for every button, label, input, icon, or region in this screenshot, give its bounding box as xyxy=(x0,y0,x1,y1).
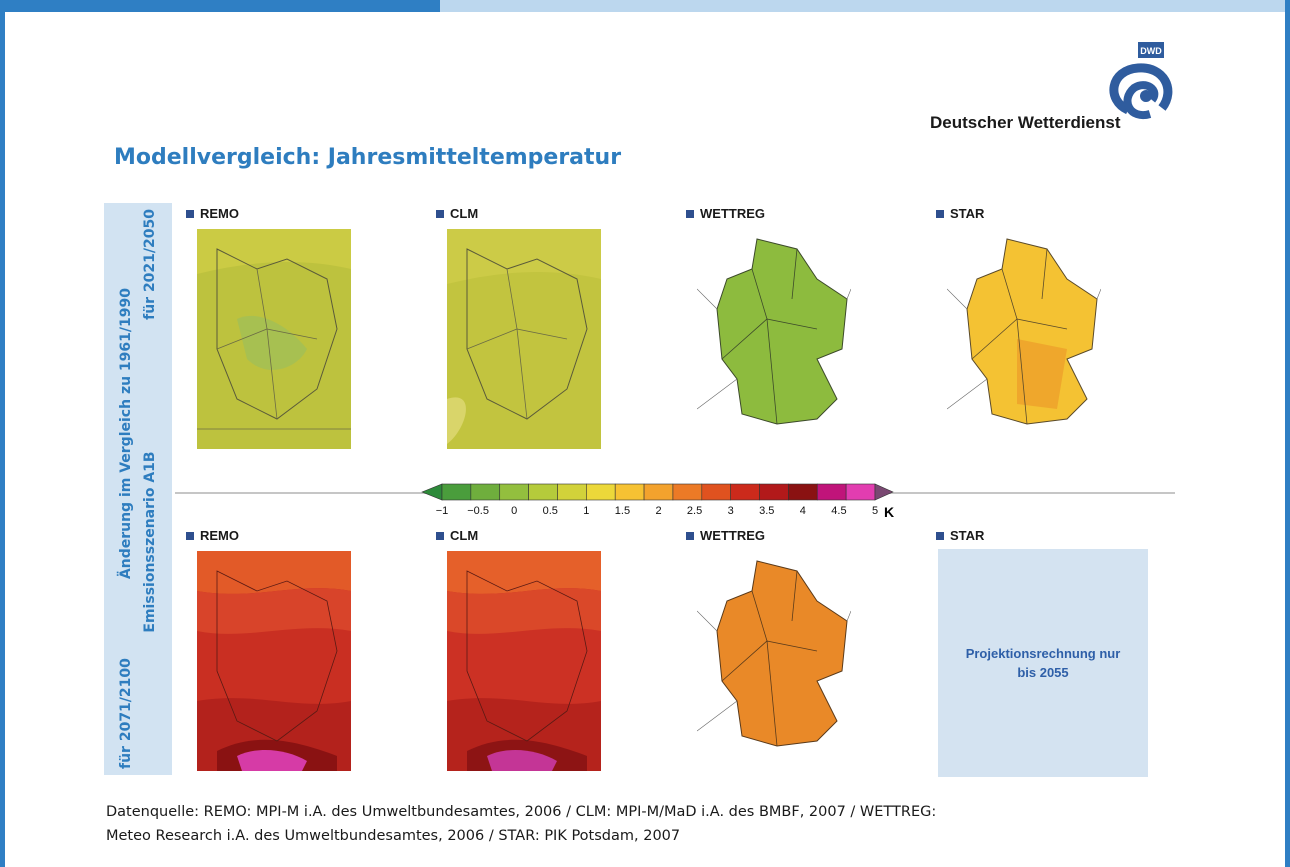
legend-tick-label: 4 xyxy=(800,505,806,517)
legend-swatch xyxy=(701,483,731,501)
top-accent-bar xyxy=(0,0,440,12)
comparison-label: Änderung im Vergleich zu 1961/1990 xyxy=(118,288,134,580)
scenario-label: Emissionsszenario A1B xyxy=(142,451,158,633)
data-source: Datenquelle: REMO: MPI-M i.A. des Umwelt… xyxy=(106,800,1206,848)
panel-title-star-top: STAR xyxy=(936,206,984,221)
left-frame-border xyxy=(0,0,5,867)
legend-tick-label: 4.5 xyxy=(831,505,846,517)
dwd-logo: DWD xyxy=(1100,40,1190,140)
bullet-icon xyxy=(936,531,944,540)
logo-text: DWD xyxy=(1140,46,1162,56)
legend-unit: K xyxy=(884,504,895,520)
legend-tick-label: −0.5 xyxy=(467,505,489,517)
right-frame-border xyxy=(1285,0,1290,867)
panel-title-remo-top: REMO xyxy=(186,206,239,221)
period-top-label: für 2021/2050 xyxy=(142,209,158,320)
map-wettreg-2071-2100 xyxy=(697,551,851,771)
color-legend: −1 −0.5 0 0.5 1 1.5 2 2.5 3 3.5 4 4.5 5 xyxy=(420,480,895,520)
map-wettreg-2021-2050 xyxy=(697,229,851,449)
map-remo-2071-2100 xyxy=(197,551,351,771)
panel-title-wettreg-top: WETTREG xyxy=(686,206,765,221)
legend-under-arrow xyxy=(421,483,443,501)
bullet-icon xyxy=(186,531,194,540)
panel-title-remo-bottom: REMO xyxy=(186,528,239,543)
page-title: Modellvergleich: Jahresmitteltemperatur xyxy=(114,145,622,170)
bullet-icon xyxy=(936,209,944,218)
legend-swatch xyxy=(788,483,818,501)
legend-swatch xyxy=(586,483,616,501)
legend-tick-label: 3 xyxy=(728,505,734,517)
legend-tick-label: −1 xyxy=(436,505,449,517)
legend-swatch xyxy=(845,483,876,501)
legend-tick-label: 1 xyxy=(583,505,589,517)
legend-tick-label: 2.5 xyxy=(687,505,702,517)
bullet-icon xyxy=(186,209,194,218)
legend-swatch xyxy=(441,483,472,501)
legend-swatch xyxy=(470,483,501,501)
color-legend-svg: −1 −0.5 0 0.5 1 1.5 2 2.5 3 3.5 4 4.5 5 xyxy=(421,483,894,517)
star-note: Projektionsrechnung nur bis 2055 xyxy=(965,646,1121,680)
legend-tick-label: 0 xyxy=(511,505,517,517)
panel-title-clm-bottom: CLM xyxy=(436,528,478,543)
legend-swatch xyxy=(816,483,847,501)
map-remo-2021-2050 xyxy=(197,229,351,449)
legend-tick-label: 1.5 xyxy=(615,505,630,517)
star-unavailable-box: Projektionsrechnung nur bis 2055 xyxy=(938,549,1148,777)
legend-swatch xyxy=(759,483,789,501)
bullet-icon xyxy=(436,209,444,218)
bullet-icon xyxy=(436,531,444,540)
map-star-2021-2050 xyxy=(947,229,1101,449)
org-name: Deutscher Wetterdienst xyxy=(930,113,1121,132)
legend-swatch xyxy=(557,483,587,501)
top-light-bar xyxy=(440,0,1290,12)
period-bottom-label: für 2071/2100 xyxy=(118,658,134,769)
row-side-label: für 2071/2100 Änderung im Vergleich zu 1… xyxy=(104,203,172,775)
legend-swatch xyxy=(528,483,558,501)
map-clm-2021-2050 xyxy=(447,229,601,449)
legend-swatch xyxy=(672,483,703,501)
data-source-line-2: Meteo Research i.A. des Umweltbundesamte… xyxy=(106,828,681,844)
legend-tick-label: 0.5 xyxy=(543,505,558,517)
legend-swatch xyxy=(499,483,529,501)
spacer xyxy=(138,764,162,769)
legend-swatch xyxy=(643,483,674,501)
bullet-icon xyxy=(686,209,694,218)
map-clm-2071-2100 xyxy=(447,551,601,771)
legend-tick-label: 3.5 xyxy=(759,505,774,517)
bullet-icon xyxy=(686,531,694,540)
legend-tick-label: 2 xyxy=(655,505,661,517)
legend-swatch xyxy=(614,483,645,501)
legend-tick-label: 5 xyxy=(872,505,878,517)
panel-title-clm-top: CLM xyxy=(436,206,478,221)
panel-title-star-bottom: STAR xyxy=(936,528,984,543)
legend-over-arrow xyxy=(874,483,894,501)
legend-swatch xyxy=(730,483,760,501)
panel-title-wettreg-bottom: WETTREG xyxy=(686,528,765,543)
data-source-line-1: Datenquelle: REMO: MPI-M i.A. des Umwelt… xyxy=(106,804,937,820)
